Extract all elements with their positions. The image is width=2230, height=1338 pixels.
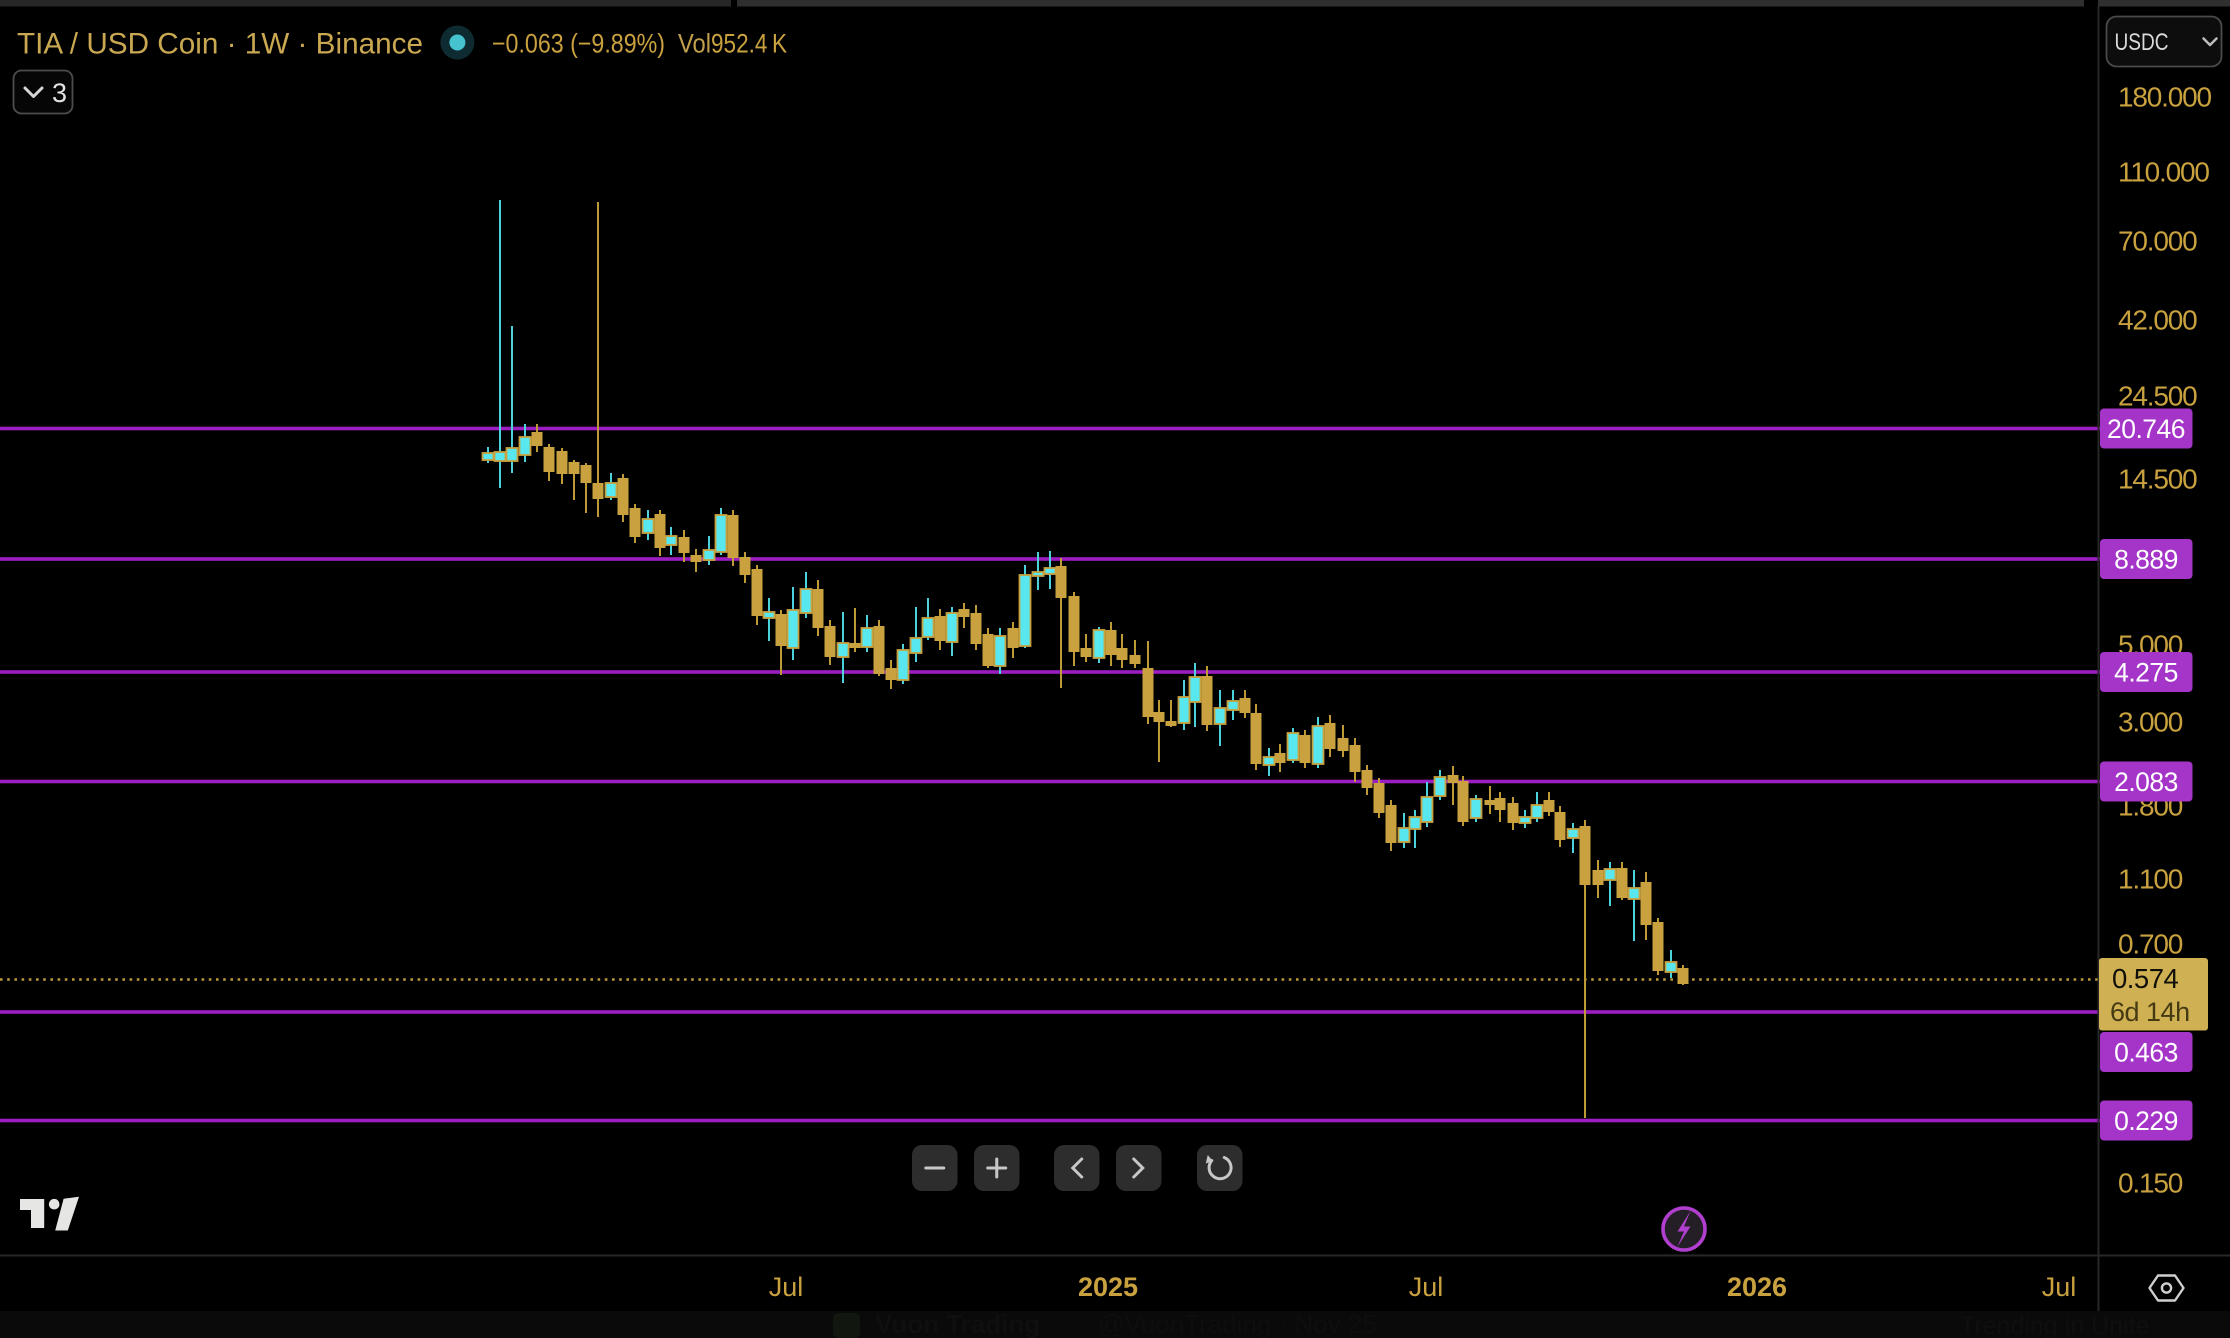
- svg-text:6d 14h: 6d 14h: [2110, 997, 2190, 1027]
- svg-text:1.100: 1.100: [2118, 864, 2183, 895]
- svg-text:Jul: Jul: [2042, 1272, 2077, 1302]
- svg-text:0.700: 0.700: [2118, 929, 2183, 960]
- svg-text:2026: 2026: [1727, 1272, 1787, 1302]
- svg-text:110.000: 110.000: [2118, 157, 2209, 188]
- svg-text:24.500: 24.500: [2118, 381, 2197, 412]
- svg-text:@VuonTrading · Nov 25: @VuonTrading · Nov 25: [1098, 1309, 1377, 1338]
- svg-text:70.000: 70.000: [2118, 226, 2197, 257]
- svg-text:Jul: Jul: [1409, 1272, 1444, 1302]
- svg-text:0.463: 0.463: [2114, 1038, 2178, 1068]
- svg-text:0.229: 0.229: [2114, 1106, 2178, 1136]
- svg-text:4.275: 4.275: [2114, 658, 2178, 688]
- svg-text:Vol: Vol: [678, 29, 711, 59]
- svg-text:42.000: 42.000: [2118, 305, 2197, 336]
- svg-text:3.000: 3.000: [2118, 707, 2183, 738]
- svg-text:2.083: 2.083: [2114, 767, 2178, 797]
- svg-text:20.746: 20.746: [2107, 414, 2185, 444]
- svg-text:0.150: 0.150: [2118, 1168, 2183, 1199]
- svg-text:2025: 2025: [1078, 1272, 1138, 1302]
- svg-text:14.500: 14.500: [2118, 464, 2197, 495]
- svg-text:952.4 K: 952.4 K: [711, 29, 787, 59]
- svg-text:180.000: 180.000: [2118, 82, 2211, 113]
- svg-text:−0.063 (−9.89%): −0.063 (−9.89%): [492, 29, 665, 59]
- svg-text:0.574: 0.574: [2112, 963, 2179, 994]
- svg-text:Jul: Jul: [769, 1272, 804, 1302]
- svg-text:Vuon Trading: Vuon Trading: [875, 1309, 1040, 1338]
- svg-text:USDC: USDC: [2115, 29, 2169, 56]
- svg-text:8.889: 8.889: [2114, 545, 2178, 575]
- svg-text:Trending in Unite: Trending in Unite: [1960, 1312, 2149, 1338]
- svg-text:TIA / USD Coin · 1W · Binance: TIA / USD Coin · 1W · Binance: [17, 28, 423, 61]
- svg-text:3: 3: [52, 78, 67, 108]
